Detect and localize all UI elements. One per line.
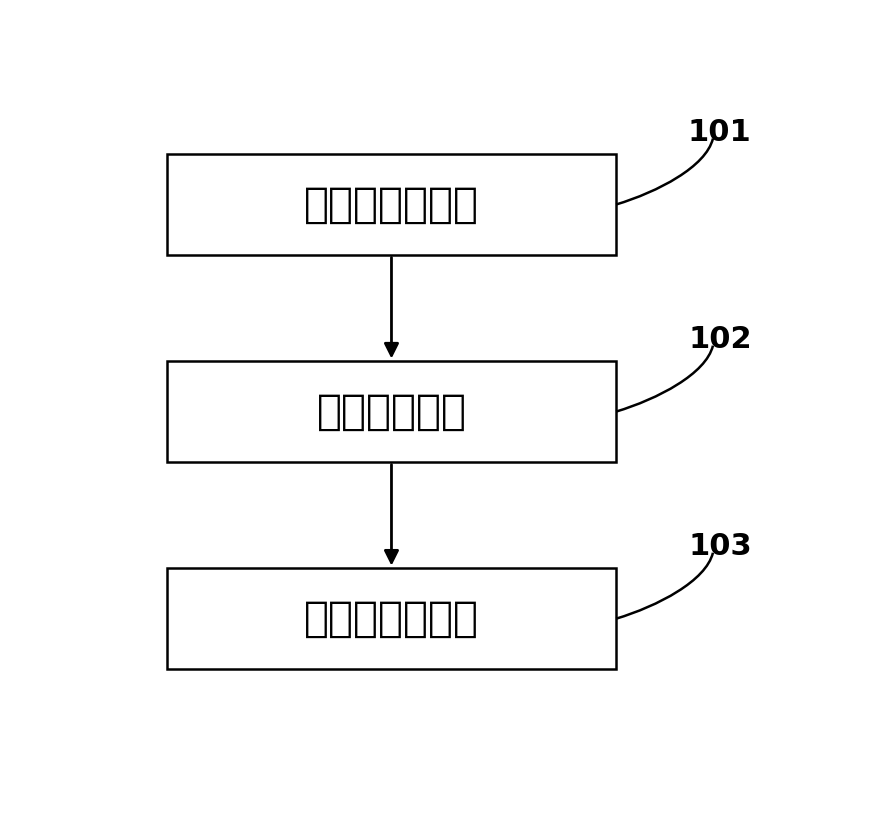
- Text: 频率测量模块: 频率测量模块: [317, 390, 467, 433]
- Text: 103: 103: [688, 532, 752, 561]
- Text: 归一化处理模块: 归一化处理模块: [304, 183, 479, 226]
- FancyBboxPatch shape: [167, 361, 616, 462]
- Text: 稳定性计算模块: 稳定性计算模块: [304, 597, 479, 640]
- Text: 102: 102: [688, 325, 752, 354]
- FancyBboxPatch shape: [167, 569, 616, 669]
- FancyBboxPatch shape: [167, 154, 616, 254]
- Text: 101: 101: [688, 118, 752, 147]
